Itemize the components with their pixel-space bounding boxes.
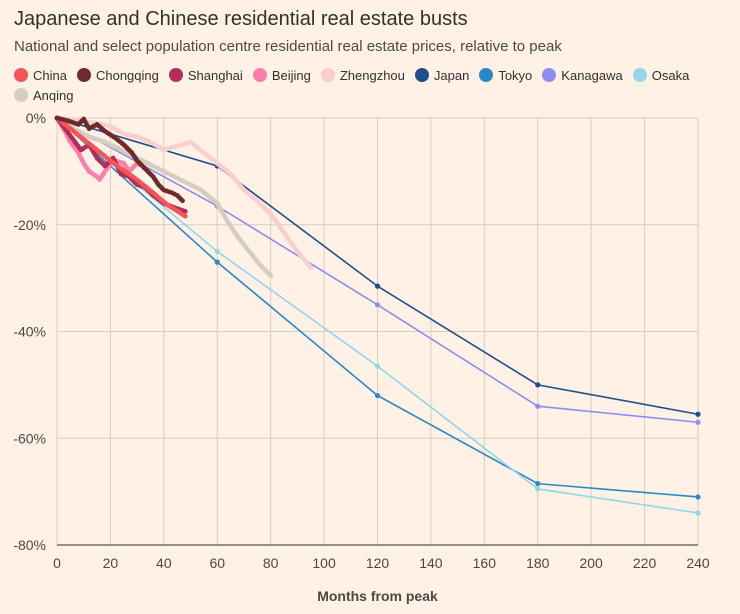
x-tick-label: 120 [366,555,390,571]
legend-item-anqing: Anqing [14,86,73,104]
y-tick-label: 0% [26,110,46,126]
legend-swatch [252,68,267,82]
legend-swatch [76,68,91,82]
legend: China Chongqing Shanghai Beijing Zhengzhou Ja… [14,66,726,104]
kanagawa-point [695,419,701,425]
y-tick-label: -60% [13,430,46,446]
chongqing-point [180,198,185,204]
legend-label: Beijing [271,67,311,83]
legend-swatch [14,68,28,82]
x-tick-label: 160 [473,555,497,571]
legend-label: Osaka [651,67,690,83]
y-tick-label: -80% [13,537,46,553]
legend-item-shanghai: Shanghai [168,66,243,84]
kanagawa-point [374,302,381,308]
y-tick-label: -20% [13,217,46,233]
legend-swatch [168,68,183,82]
legend-swatch [479,68,494,82]
tokyo-point [695,494,701,500]
zhengzhou-point [308,265,314,270]
legend-swatch [14,88,28,102]
legend-item-china: China [14,66,67,84]
x-tick-label: 0 [53,555,61,571]
legend-item-japan: Japan [414,66,470,84]
legend-item-tokyo: Tokyo [479,66,532,84]
japan-point [535,382,541,388]
x-tick-label: 80 [263,555,279,571]
x-tick-label: 200 [579,555,603,571]
x-axis-label: Months from peak [317,588,438,604]
legend-label: China [33,67,67,83]
legend-label: Anqing [33,87,74,103]
legend-swatch [414,68,429,82]
x-tick-label: 220 [633,555,657,571]
legend-label: Zhengzhou [339,67,405,83]
legend-swatch [632,68,647,82]
osaka-point [374,363,381,369]
legend-item-chongqing: Chongqing [76,66,159,84]
legend-label: Japan [433,67,470,83]
x-tick-label: 20 [103,555,119,571]
x-tick-label: 240 [686,555,710,571]
osaka-point [535,486,541,492]
shanghai-point [182,209,188,214]
x-tick-label: 60 [209,555,225,571]
legend-item-beijing: Beijing [252,66,311,84]
legend-label: Kanagawa [561,67,623,83]
legend-label: Chongqing [95,67,159,83]
osaka-point [214,248,220,255]
tokyo-point [535,481,541,487]
chart-subtitle: National and select population centre re… [14,38,562,55]
anqing-point [268,273,274,278]
x-tick-label: 40 [156,555,172,571]
legend-label: Shanghai [187,67,243,83]
legend-item-zhengzhou: Zhengzhou [320,66,405,84]
legend-item-osaka: Osaka [632,66,690,84]
china-point [182,213,188,219]
japan-point [374,283,381,289]
x-tick-label: 140 [419,555,443,571]
legend-swatch [542,68,557,82]
japan-point [695,411,701,417]
legend-item-kanagawa: Kanagawa [542,66,623,84]
kanagawa-point [535,403,541,409]
osaka-point [695,510,701,516]
x-tick-label: 180 [526,555,550,571]
tokyo-point [374,392,381,399]
legend-label: Tokyo [498,67,533,83]
legend-swatch [320,68,335,82]
y-tick-label: -40% [13,324,46,340]
tokyo-point [214,259,220,265]
chart-title: Japanese and Chinese residential real es… [14,8,468,30]
x-tick-label: 100 [312,555,336,571]
